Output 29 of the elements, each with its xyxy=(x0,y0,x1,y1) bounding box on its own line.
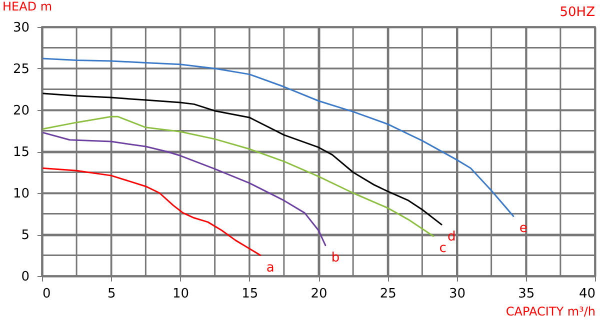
y-tick-label: 25 xyxy=(12,62,30,77)
y-tick-label: 20 xyxy=(12,104,30,118)
y-axis-title: HEAD m xyxy=(2,0,52,14)
series-label: c xyxy=(439,241,446,256)
series-label: d xyxy=(448,230,456,245)
series-label: a xyxy=(266,260,274,276)
line-series xyxy=(42,92,442,226)
y-tick-label: 5 xyxy=(21,228,30,243)
x-tick-label: 25 xyxy=(380,286,396,302)
x-tick-label: 40 xyxy=(578,286,596,302)
x-axis-title: CAPACITY m³/h xyxy=(506,304,596,318)
x-tick-label: 5 xyxy=(107,286,116,302)
y-tick-label: 0 xyxy=(21,270,30,284)
series-label: b xyxy=(331,250,340,266)
line-series xyxy=(42,167,262,256)
line-series xyxy=(42,116,434,237)
x-tick-label: 15 xyxy=(242,286,258,302)
x-tick-label: 10 xyxy=(172,286,190,302)
x-tick-label: 35 xyxy=(518,286,535,302)
line-series xyxy=(42,58,514,217)
x-tick-label: 30 xyxy=(448,286,466,302)
text: 50HZ xyxy=(560,5,596,20)
x-tick-label: 20 xyxy=(310,286,328,302)
y-tick-label: 30 xyxy=(12,20,30,36)
x-tick-label: 0 xyxy=(42,286,51,302)
y-tick-label: 15 xyxy=(12,145,30,160)
series-label: e xyxy=(519,221,528,236)
line-series xyxy=(42,132,326,246)
y-tick-label: 10 xyxy=(12,186,30,202)
